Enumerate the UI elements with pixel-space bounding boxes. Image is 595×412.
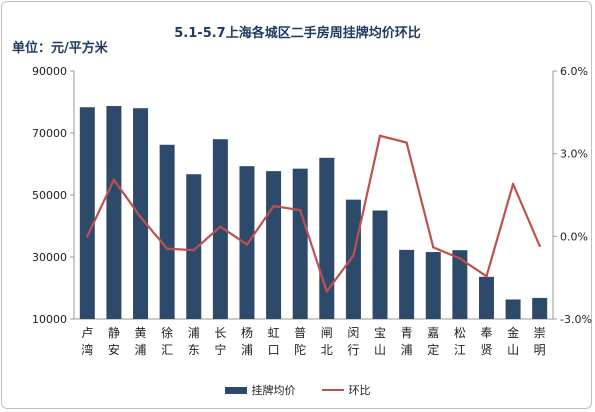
line-point [219, 225, 222, 228]
line-point [485, 275, 488, 278]
legend-item-change: 环比 [321, 382, 371, 398]
bar [452, 250, 468, 319]
bar [186, 174, 202, 319]
bar [505, 299, 521, 319]
bar [239, 166, 255, 319]
line-point [245, 243, 249, 246]
x-tick-label: 徐 [161, 325, 173, 340]
line-point [432, 246, 435, 249]
x-tick-label: 行 [347, 343, 359, 357]
x-tick-label: 虹 [268, 326, 280, 340]
x-tick-label: 北 [321, 343, 333, 357]
y-left-tick-label: 70000 [32, 127, 67, 140]
x-tick-label: 浦 [188, 326, 200, 340]
line-point [378, 134, 382, 137]
legend: 挂牌均价 环比 [0, 382, 595, 398]
x-tick-label: 浦 [241, 343, 253, 357]
x-tick-label: 闸 [321, 326, 333, 340]
x-tick-label: 湾 [81, 342, 93, 357]
line-point [139, 215, 142, 219]
unit-label: 单位：元/平方米 [12, 41, 108, 56]
x-tick-label: 东 [188, 343, 200, 357]
x-tick-label: 贤 [480, 343, 492, 357]
x-tick-label: 杨 [241, 325, 253, 340]
x-tick-label: 浦 [401, 343, 413, 357]
x-tick-label: 浦 [135, 343, 147, 357]
y-right-tick-label: 6.0% [560, 65, 588, 78]
bar [133, 108, 149, 319]
legend-label-change: 环比 [348, 384, 371, 397]
line-point [538, 244, 541, 248]
x-tick-label: 安 [108, 342, 120, 357]
y-left-tick-label: 30000 [32, 251, 67, 264]
x-tick-label: 黄 [135, 326, 147, 340]
x-tick-label: 宁 [214, 342, 226, 357]
x-tick-label: 长 [214, 326, 226, 340]
bar [319, 157, 335, 319]
line-point [511, 182, 515, 186]
x-tick-label: 奉 [480, 326, 492, 340]
x-tick-label: 卢 [81, 325, 93, 340]
line-point [458, 257, 462, 260]
bar [266, 171, 282, 319]
x-tick-label: 青 [401, 326, 413, 340]
bar [345, 199, 361, 319]
x-tick-label: 嘉 [427, 326, 439, 340]
x-tick-label: 普 [294, 326, 306, 340]
line-point [112, 178, 116, 182]
x-tick-label: 山 [507, 343, 519, 357]
x-tick-label: 宝 [374, 326, 386, 340]
bar [532, 297, 548, 319]
x-tick-label: 明 [534, 343, 546, 357]
line-point [325, 290, 329, 293]
bar [399, 249, 415, 319]
bar [106, 106, 122, 319]
x-tick-label: 松 [454, 326, 466, 340]
x-tick-label: 闵 [347, 325, 359, 340]
series-line [86, 134, 541, 293]
legend-item-price: 挂牌均价 [224, 382, 296, 398]
bar [292, 168, 308, 319]
line-point [192, 248, 195, 252]
x-tick-label: 静 [108, 326, 120, 340]
bar [212, 139, 228, 319]
x-tick-label: 汇 [161, 343, 173, 357]
y-right-tick-label: 0.0% [560, 230, 588, 243]
legend-label-price: 挂牌均价 [251, 384, 296, 397]
y-right-tick-label: 3.0% [560, 148, 588, 161]
y-left-tick-label: 10000 [32, 313, 67, 326]
y-right-tick-label: -3.0% [560, 313, 592, 326]
line-point [86, 235, 89, 238]
bar [372, 210, 388, 319]
x-tick-label: 山 [374, 343, 386, 357]
bar [425, 252, 441, 319]
bar [159, 144, 175, 319]
legend-swatch-bar [224, 386, 247, 394]
legend-swatch-line [321, 389, 344, 391]
line-point [298, 208, 302, 212]
x-tick-label: 崇 [534, 326, 546, 340]
x-tick-label: 定 [427, 342, 439, 357]
chart-title: 5.1-5.7上海各城区二手房周挂牌均价环比 [174, 26, 421, 41]
line-point [272, 204, 275, 208]
bar [478, 276, 494, 319]
line-point [165, 247, 169, 250]
x-tick-label: 金 [507, 325, 519, 340]
line-point [405, 141, 408, 144]
x-tick-label: 口 [268, 343, 280, 357]
y-left-tick-label: 50000 [32, 189, 67, 202]
bar [79, 107, 95, 320]
x-tick-label: 陀 [294, 342, 306, 357]
x-tick-label: 江 [454, 343, 466, 357]
line-point [352, 254, 355, 257]
y-left-tick-label: 90000 [32, 65, 67, 78]
